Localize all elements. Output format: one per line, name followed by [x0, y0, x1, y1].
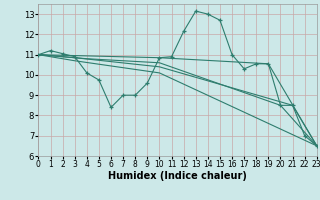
X-axis label: Humidex (Indice chaleur): Humidex (Indice chaleur)	[108, 171, 247, 181]
